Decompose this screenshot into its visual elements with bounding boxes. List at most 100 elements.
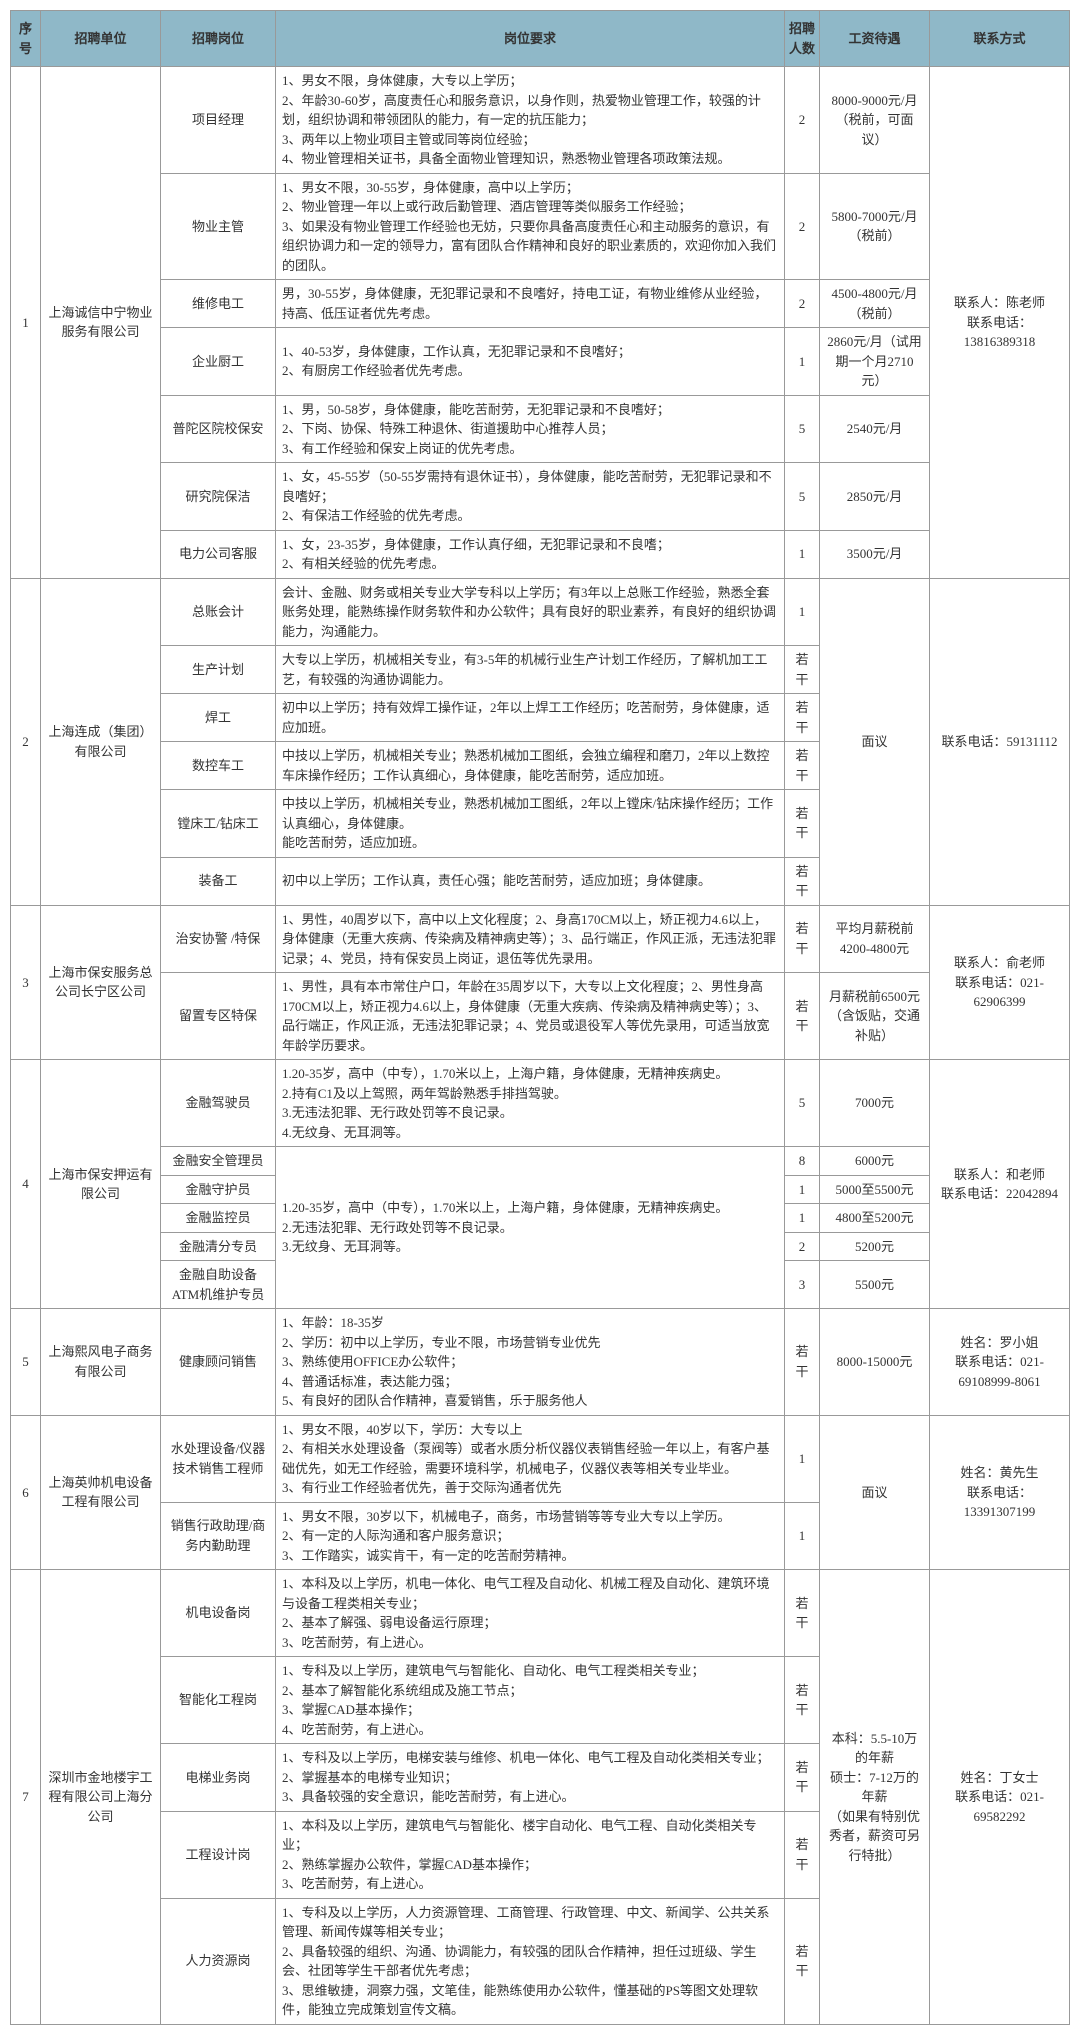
table-cell: 若干 xyxy=(785,646,820,694)
table-cell: 5 xyxy=(785,395,820,463)
table-cell: 1、专科及以上学历，电梯安装与维修、机电一体化、电气工程及自动化类相关专业； 2… xyxy=(276,1744,785,1812)
table-cell: 上海熙风电子商务有限公司 xyxy=(41,1309,161,1416)
header-salary: 工资待遇 xyxy=(820,11,930,67)
table-cell: 金融守护员 xyxy=(161,1175,276,1204)
table-cell: 1、男，50-58岁，身体健康，能吃苦耐劳，无犯罪记录和不良嗜好； 2、下岗、协… xyxy=(276,395,785,463)
recruitment-table: 序号 招聘单位 招聘岗位 岗位要求 招聘人数 工资待遇 联系方式 1上海诚信中宁… xyxy=(10,10,1070,2025)
table-cell: 1、本科及以上学历，建筑电气与智能化、楼宇自动化、电气工程、自动化类相关专业； … xyxy=(276,1811,785,1898)
table-cell: 4500-4800元/月（税前） xyxy=(820,280,930,328)
table-cell: 若干 xyxy=(785,790,820,858)
table-cell: 1、男性，40周岁以下，高中以上文化程度；2、身高170CM以上，矫正视力4.6… xyxy=(276,905,785,973)
table-cell: 人力资源岗 xyxy=(161,1898,276,2024)
table-cell: 治安协警 /特保 xyxy=(161,905,276,973)
table-row: 电力公司客服1、女，23-35岁，身体健康，工作认真仔细，无犯罪记录和不良嗜； … xyxy=(11,530,1070,578)
header-row: 序号 招聘单位 招聘岗位 岗位要求 招聘人数 工资待遇 联系方式 xyxy=(11,11,1070,67)
table-cell: 8 xyxy=(785,1147,820,1176)
table-cell: 装备工 xyxy=(161,857,276,905)
table-cell: 姓名：黄先生 联系电话：13391307199 xyxy=(930,1415,1070,1570)
table-cell: 大专以上学历，机械相关专业，有3-5年的机械行业生产计划工作经历，了解机加工工艺… xyxy=(276,646,785,694)
table-cell: 姓名：罗小姐 联系电话：021-69108999-8061 xyxy=(930,1309,1070,1416)
table-cell: 1、女，45-55岁（50-55岁需持有退休证书），身体健康，能吃苦耐劳，无犯罪… xyxy=(276,463,785,531)
table-cell: 男，30-55岁，身体健康，无犯罪记录和不良嗜好，持电工证，有物业维修从业经验，… xyxy=(276,280,785,328)
table-cell: 若干 xyxy=(785,1811,820,1898)
table-cell: 1 xyxy=(785,1175,820,1204)
table-cell: 机电设备岗 xyxy=(161,1570,276,1657)
table-cell: 6 xyxy=(11,1415,41,1570)
table-cell: 金融安全管理员 xyxy=(161,1147,276,1176)
table-cell: 1 xyxy=(785,1415,820,1502)
table-cell: 上海诚信中宁物业服务有限公司 xyxy=(41,67,161,579)
table-cell: 5000至5500元 xyxy=(820,1175,930,1204)
table-cell: 水处理设备/仪器技术销售工程师 xyxy=(161,1415,276,1502)
table-cell: 3 xyxy=(11,905,41,1060)
table-cell: 上海市保安服务总公司长宁区公司 xyxy=(41,905,161,1060)
table-cell: 若干 xyxy=(785,694,820,742)
table-cell: 生产计划 xyxy=(161,646,276,694)
table-cell: 8000-15000元 xyxy=(820,1309,930,1416)
table-cell: 总账会计 xyxy=(161,578,276,646)
table-cell: 1、男女不限，40岁以下，学历：大专以上 2、有相关水处理设备（泵阀等）或者水质… xyxy=(276,1415,785,1502)
table-cell: 中技以上学历，机械相关专业，熟悉机械加工图纸，2年以上镗床/钻床操作经历；工作认… xyxy=(276,790,785,858)
table-cell: 5800-7000元/月（税前） xyxy=(820,173,930,280)
table-cell: 1、男女不限，30岁以下，机械电子，商务，市场营销等等专业大专以上学历。 2、有… xyxy=(276,1502,785,1570)
header-requirements: 岗位要求 xyxy=(276,11,785,67)
table-cell: 面议 xyxy=(820,1415,930,1570)
table-cell: 1、女，23-35岁，身体健康，工作认真仔细，无犯罪记录和不良嗜； 2、有相关经… xyxy=(276,530,785,578)
table-cell: 1、男女不限，30-55岁，身体健康，高中以上学历； 2、物业管理一年以上或行政… xyxy=(276,173,785,280)
table-row: 研究院保洁1、女，45-55岁（50-55岁需持有退休证书），身体健康，能吃苦耐… xyxy=(11,463,1070,531)
table-cell: 智能化工程岗 xyxy=(161,1657,276,1744)
table-cell: 6000元 xyxy=(820,1147,930,1176)
table-cell: 1、年龄：18-35岁 2、学历：初中以上学历，专业不限，市场营销专业优先 3、… xyxy=(276,1309,785,1416)
table-cell: 焊工 xyxy=(161,694,276,742)
table-row: 4上海市保安押运有限公司金融驾驶员1.20-35岁，高中（中专），1.70米以上… xyxy=(11,1060,1070,1147)
table-cell: 留置专区特保 xyxy=(161,973,276,1060)
table-row: 1上海诚信中宁物业服务有限公司项目经理1、男女不限，身体健康，大专以上学历； 2… xyxy=(11,67,1070,174)
table-cell: 联系人：和老师 联系电话：22042894 xyxy=(930,1060,1070,1309)
table-cell: 1 xyxy=(785,1502,820,1570)
table-cell: 1、专科及以上学历，建筑电气与智能化、自动化、电气工程类相关专业； 2、基本了解… xyxy=(276,1657,785,1744)
table-cell: 若干 xyxy=(785,1657,820,1744)
table-row: 普陀区院校保安1、男，50-58岁，身体健康，能吃苦耐劳，无犯罪记录和不良嗜好；… xyxy=(11,395,1070,463)
table-cell: 本科：5.5-10万的年薪 硕士：7-12万的年薪 （如果有特别优秀者，薪资可另… xyxy=(820,1570,930,2025)
table-cell: 若干 xyxy=(785,742,820,790)
table-cell: 初中以上学历；持有效焊工操作证，2年以上焊工工作经历；吃苦耐劳，身体健康，适应加… xyxy=(276,694,785,742)
table-cell: 2 xyxy=(785,1232,820,1261)
table-cell: 1 xyxy=(785,1204,820,1233)
table-cell: 1.20-35岁，高中（中专），1.70米以上，上海户籍，身体健康，无精神疾病史… xyxy=(276,1060,785,1147)
table-cell: 5 xyxy=(785,463,820,531)
table-cell: 1 xyxy=(785,328,820,396)
table-cell: 1 xyxy=(11,67,41,579)
table-cell: 项目经理 xyxy=(161,67,276,174)
table-cell: 7000元 xyxy=(820,1060,930,1147)
table-cell: 7 xyxy=(11,1570,41,2025)
header-count: 招聘人数 xyxy=(785,11,820,67)
table-cell: 中技以上学历，机械相关专业；熟悉机械加工图纸，会独立编程和磨刀，2年以上数控车床… xyxy=(276,742,785,790)
table-cell: 镗床工/钻床工 xyxy=(161,790,276,858)
table-cell: 1 xyxy=(785,578,820,646)
table-row: 留置专区特保1、男性，具有本市常住户口，年龄在35周岁以下，大专以上文化程度；2… xyxy=(11,973,1070,1060)
table-row: 6上海英帅机电设备工程有限公司水处理设备/仪器技术销售工程师1、男女不限，40岁… xyxy=(11,1415,1070,1502)
table-cell: 2 xyxy=(11,578,41,905)
table-cell: 上海连成（集团）有限公司 xyxy=(41,578,161,905)
table-cell: 3500元/月 xyxy=(820,530,930,578)
header-seq: 序号 xyxy=(11,11,41,67)
table-row: 7深圳市金地楼宇工程有限公司上海分公司机电设备岗1、本科及以上学历，机电一体化、… xyxy=(11,1570,1070,1657)
header-contact: 联系方式 xyxy=(930,11,1070,67)
table-cell: 若干 xyxy=(785,1570,820,1657)
table-cell: 研究院保洁 xyxy=(161,463,276,531)
table-cell: 5 xyxy=(785,1060,820,1147)
table-cell: 工程设计岗 xyxy=(161,1811,276,1898)
table-row: 企业厨工1、40-53岁，身体健康，工作认真，无犯罪记录和不良嗜好； 2、有厨房… xyxy=(11,328,1070,396)
table-cell: 5200元 xyxy=(820,1232,930,1261)
table-cell: 金融监控员 xyxy=(161,1204,276,1233)
table-cell: 初中以上学历；工作认真，责任心强；能吃苦耐劳，适应加班；身体健康。 xyxy=(276,857,785,905)
table-cell: 2 xyxy=(785,173,820,280)
table-row: 5上海熙风电子商务有限公司健康顾问销售1、年龄：18-35岁 2、学历：初中以上… xyxy=(11,1309,1070,1416)
table-cell: 3 xyxy=(785,1261,820,1309)
table-cell: 姓名：丁女士 联系电话：021-69582292 xyxy=(930,1570,1070,2025)
table-cell: 物业主管 xyxy=(161,173,276,280)
table-cell: 上海英帅机电设备工程有限公司 xyxy=(41,1415,161,1570)
table-cell: 1 xyxy=(785,530,820,578)
table-cell: 月薪税前6500元（含饭贴，交通补贴） xyxy=(820,973,930,1060)
table-row: 3上海市保安服务总公司长宁区公司治安协警 /特保1、男性，40周岁以下，高中以上… xyxy=(11,905,1070,973)
